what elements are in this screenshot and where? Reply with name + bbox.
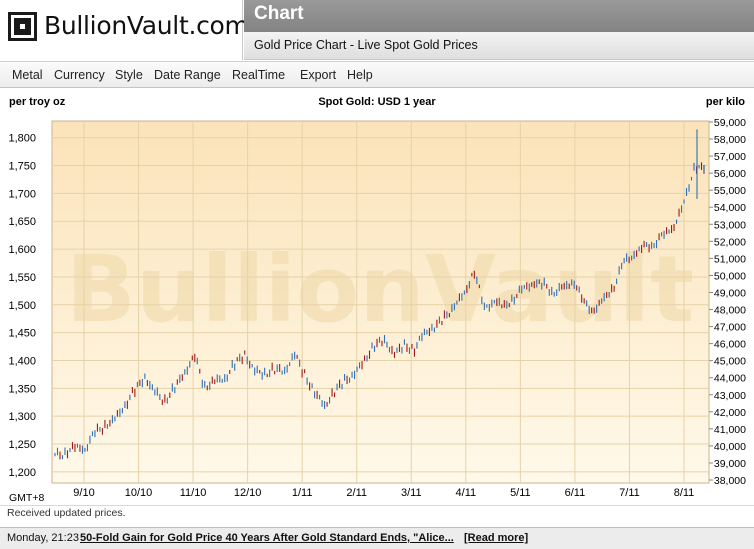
right-tick-label: 43,000 [714, 390, 746, 402]
menu-export[interactable]: Export [300, 68, 337, 82]
x-axis: 9/10 10/10 11/10 12/10 1/11 2/11 3/11 4/11 5/11 6… [73, 487, 694, 499]
menu-bar: Metal Currency Style Date Range RealTime… [0, 61, 754, 88]
left-tick-label: 1,200 [8, 467, 36, 479]
left-tick-label: 1,550 [8, 272, 36, 284]
news-headline-link[interactable]: 50-Fold Gain for Gold Price 40 Years Aft… [80, 532, 454, 544]
left-tick-label: 1,400 [8, 355, 36, 367]
status-bar: Received updated prices. [0, 505, 754, 521]
left-tick-label: 1,600 [8, 244, 36, 256]
x-tick-label: 4/11 [456, 487, 477, 499]
x-tick-label: 7/11 [619, 487, 640, 499]
menu-realtime[interactable]: RealTime [232, 68, 286, 82]
right-tick-label: 56,000 [714, 168, 746, 180]
page-title: Chart [254, 3, 304, 24]
left-tick-label: 1,750 [8, 161, 36, 173]
right-tick-label: 59,000 [714, 117, 746, 129]
left-tick-label: 1,250 [8, 439, 36, 451]
x-tick-label: 9/10 [73, 487, 94, 499]
right-tick-label: 51,000 [714, 253, 746, 265]
left-axis-label: per troy oz [9, 96, 66, 108]
x-tick-label: 1/11 [292, 487, 313, 499]
right-y-axis: 38,000 39,000 40,000 41,000 42,000 43,000 44,0… [709, 117, 746, 487]
right-tick-label: 38,000 [714, 475, 746, 487]
status-text: Received updated prices. [7, 507, 126, 519]
subtitle-bar: Gold Price Chart - Live Spot Gold Prices [244, 32, 754, 60]
gold-price-chart: per troy oz Spot Gold: USD 1 year per ki… [8, 96, 746, 504]
news-ticker: Monday, 21:23 50-Fold Gain for Gold Pric… [0, 527, 754, 549]
x-tick-label: 10/10 [125, 487, 153, 499]
title-bar: Chart [244, 0, 754, 32]
left-tick-label: 1,800 [8, 133, 36, 145]
x-tick-label: 3/11 [401, 487, 422, 499]
right-tick-label: 52,000 [714, 236, 746, 248]
menu-help[interactable]: Help [347, 68, 373, 82]
watermark: BullionVault [66, 236, 694, 343]
right-tick-label: 48,000 [714, 305, 746, 317]
logo-text: BullionVault.com [44, 11, 249, 40]
x-tick-label: 11/10 [180, 487, 207, 499]
left-tick-label: 1,500 [8, 300, 36, 312]
news-time: Monday, 21:23 [7, 532, 79, 544]
price-bars [54, 129, 705, 460]
right-tick-label: 42,000 [714, 407, 746, 419]
x-tick-label: 2/11 [346, 487, 367, 499]
right-tick-label: 55,000 [714, 185, 746, 197]
left-y-axis: 1,200 1,250 1,300 1,350 1,400 1,450 1,500 1,550… [8, 133, 36, 479]
right-tick-label: 39,000 [714, 458, 746, 470]
chart-area: per troy oz Spot Gold: USD 1 year per ki… [0, 89, 754, 521]
right-tick-label: 58,000 [714, 134, 746, 146]
right-tick-label: 41,000 [714, 424, 746, 436]
right-tick-label: 45,000 [714, 356, 746, 368]
logo[interactable]: BullionVault.com [0, 0, 249, 60]
bullionvault-logo-icon [8, 12, 37, 41]
right-tick-label: 49,000 [714, 287, 746, 299]
menu-style[interactable]: Style [115, 68, 143, 82]
left-tick-label: 1,700 [8, 188, 36, 200]
chart-title: Spot Gold: USD 1 year [318, 96, 436, 108]
right-tick-label: 50,000 [714, 270, 746, 282]
right-tick-label: 47,000 [714, 322, 746, 334]
right-tick-label: 46,000 [714, 339, 746, 351]
right-tick-label: 44,000 [714, 373, 746, 385]
read-more-link[interactable]: [Read more] [464, 532, 529, 544]
left-tick-label: 1,650 [8, 216, 36, 228]
right-tick-label: 53,000 [714, 219, 746, 231]
menu-date-range[interactable]: Date Range [154, 68, 221, 82]
right-tick-label: 54,000 [714, 202, 746, 214]
x-tick-label: 5/11 [510, 487, 531, 499]
right-axis-label: per kilo [706, 96, 745, 108]
left-tick-label: 1,450 [8, 328, 36, 340]
timezone-label: GMT+8 [9, 492, 44, 504]
left-tick-label: 1,300 [8, 411, 36, 423]
page-subtitle: Gold Price Chart - Live Spot Gold Prices [254, 38, 478, 52]
x-tick-label: 8/11 [674, 487, 695, 499]
right-tick-label: 57,000 [714, 151, 746, 163]
x-tick-label: 12/10 [234, 487, 262, 499]
right-tick-label: 40,000 [714, 441, 746, 453]
header: BullionVault.com Chart Gold Price Chart … [0, 0, 754, 60]
x-tick-label: 6/11 [565, 487, 586, 499]
left-tick-label: 1,350 [8, 383, 36, 395]
menu-currency[interactable]: Currency [54, 68, 105, 82]
menu-metal[interactable]: Metal [12, 68, 43, 82]
